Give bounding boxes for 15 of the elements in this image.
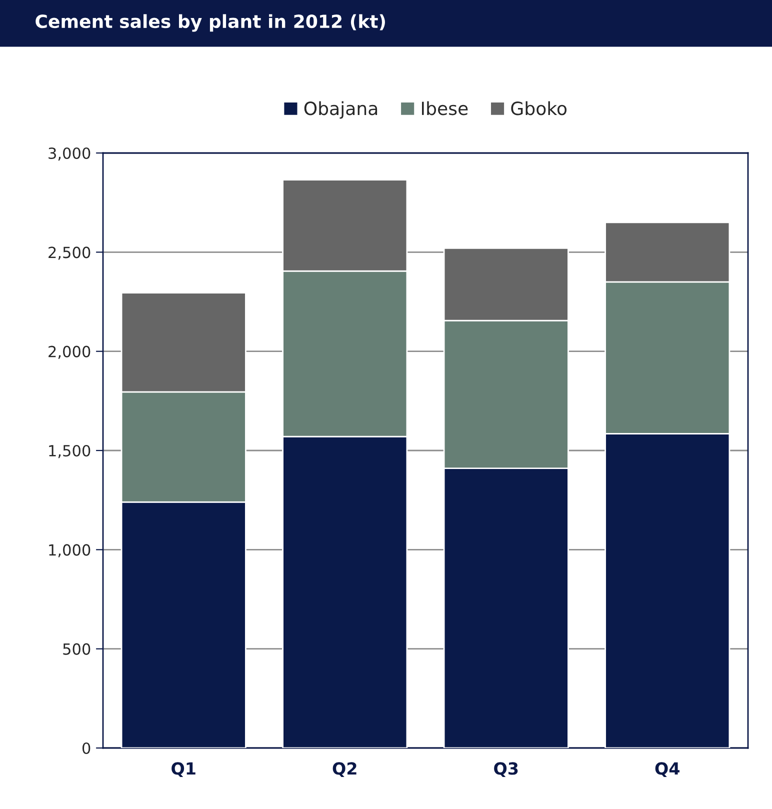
chart-title: Cement sales by plant in 2012 (kt) [36,14,385,32]
y-tick-label: 2,000 [48,346,90,359]
legend-label: Ibese [422,101,468,116]
x-tick-label: Q3 [494,762,518,777]
y-tick-label: 0 [82,742,90,754]
legend-label: Obajana [304,101,378,119]
x-tick-label: Q1 [172,762,196,777]
legend-label: Gboko [511,101,567,116]
y-tick-label: 3,000 [48,147,90,161]
x-tick-label: Q2 [332,762,356,777]
x-tick-label: Q4 [655,762,680,777]
y-tick-label: 1,500 [49,444,90,458]
y-tick-label: 2,500 [48,246,90,260]
y-tick-label: 1,000 [49,544,90,558]
y-tick-label: 500 [63,643,90,655]
